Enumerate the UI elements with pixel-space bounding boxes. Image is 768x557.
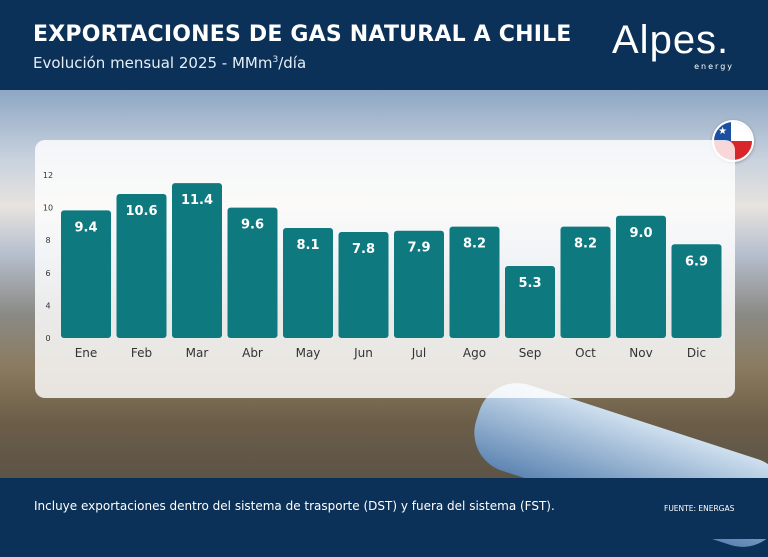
footnote: Incluye exportaciones dentro del sistema… [34, 499, 555, 513]
bar-abr [227, 207, 278, 338]
data-label: 8.1 [296, 238, 319, 253]
bar-jul [394, 230, 444, 338]
x-tick-label: Nov [629, 346, 652, 360]
data-label: 8.2 [574, 237, 597, 252]
data-label: 9.0 [629, 226, 652, 241]
bar-may [283, 227, 333, 338]
data-label: 11.4 [181, 193, 213, 208]
logo-subtext: energy [694, 62, 734, 71]
data-label: 7.9 [407, 241, 430, 256]
x-tick-label: Dic [687, 346, 706, 360]
y-tick-label: 4 [45, 301, 50, 310]
bar-mar [172, 183, 222, 338]
data-label: 5.3 [518, 276, 541, 291]
x-tick-label: Jun [353, 346, 373, 360]
bar-oct [560, 226, 611, 338]
footer: Incluye exportaciones dentro del sistema… [0, 478, 768, 539]
bar-chart: 04681012MMm³/día9.4Ene10.6Feb11.4Mar9.6A… [43, 171, 722, 360]
y-tick-label: 0 [45, 334, 50, 343]
data-label: 6.9 [685, 254, 708, 269]
x-tick-label: Ene [75, 346, 98, 360]
x-tick-label: Mar [186, 346, 209, 360]
chart-panel: 04681012MMm³/día9.4Ene10.6Feb11.4Mar9.6A… [35, 140, 735, 398]
bar-sep [505, 266, 555, 338]
subtitle-sup: 3 [272, 55, 279, 65]
y-tick-label: 10 [43, 204, 53, 213]
x-tick-label: Oct [575, 346, 596, 360]
data-label: 7.8 [352, 242, 375, 257]
data-label: 8.2 [463, 237, 486, 252]
x-tick-label: May [296, 346, 321, 360]
x-tick-label: Abr [242, 346, 263, 360]
subtitle-unit: /día [278, 54, 307, 72]
x-tick-label: Ago [463, 346, 486, 360]
alpes-logo: Alpes. energy [612, 18, 742, 73]
y-tick-label: 12 [43, 171, 53, 180]
data-label: 9.4 [74, 220, 97, 235]
y-tick-label: 6 [45, 269, 50, 278]
bar-ago [449, 226, 500, 338]
bar-jun [338, 232, 389, 338]
logo-text: Alpes. [612, 18, 730, 62]
header: EXPORTACIONES DE GAS NATURAL A CHILE Evo… [0, 0, 768, 90]
y-tick-label: 8 [45, 236, 50, 245]
chart-title: EXPORTACIONES DE GAS NATURAL A CHILE [33, 22, 572, 47]
x-tick-label: Feb [131, 346, 152, 360]
data-label: 10.6 [125, 204, 157, 219]
x-tick-label: Jul [411, 346, 426, 360]
bar-nov [616, 215, 666, 338]
chart-subtitle: Evolución mensual 2025 - MMm3/día [33, 54, 306, 72]
bar-dic [671, 244, 722, 338]
source-label: FUENTE: ENERGAS [664, 504, 735, 513]
bar-ene [61, 210, 111, 338]
subtitle-text: Evolución mensual 2025 - MMm [33, 54, 273, 72]
data-label: 9.6 [241, 218, 264, 233]
x-tick-label: Sep [519, 346, 542, 360]
bar-feb [116, 194, 167, 338]
